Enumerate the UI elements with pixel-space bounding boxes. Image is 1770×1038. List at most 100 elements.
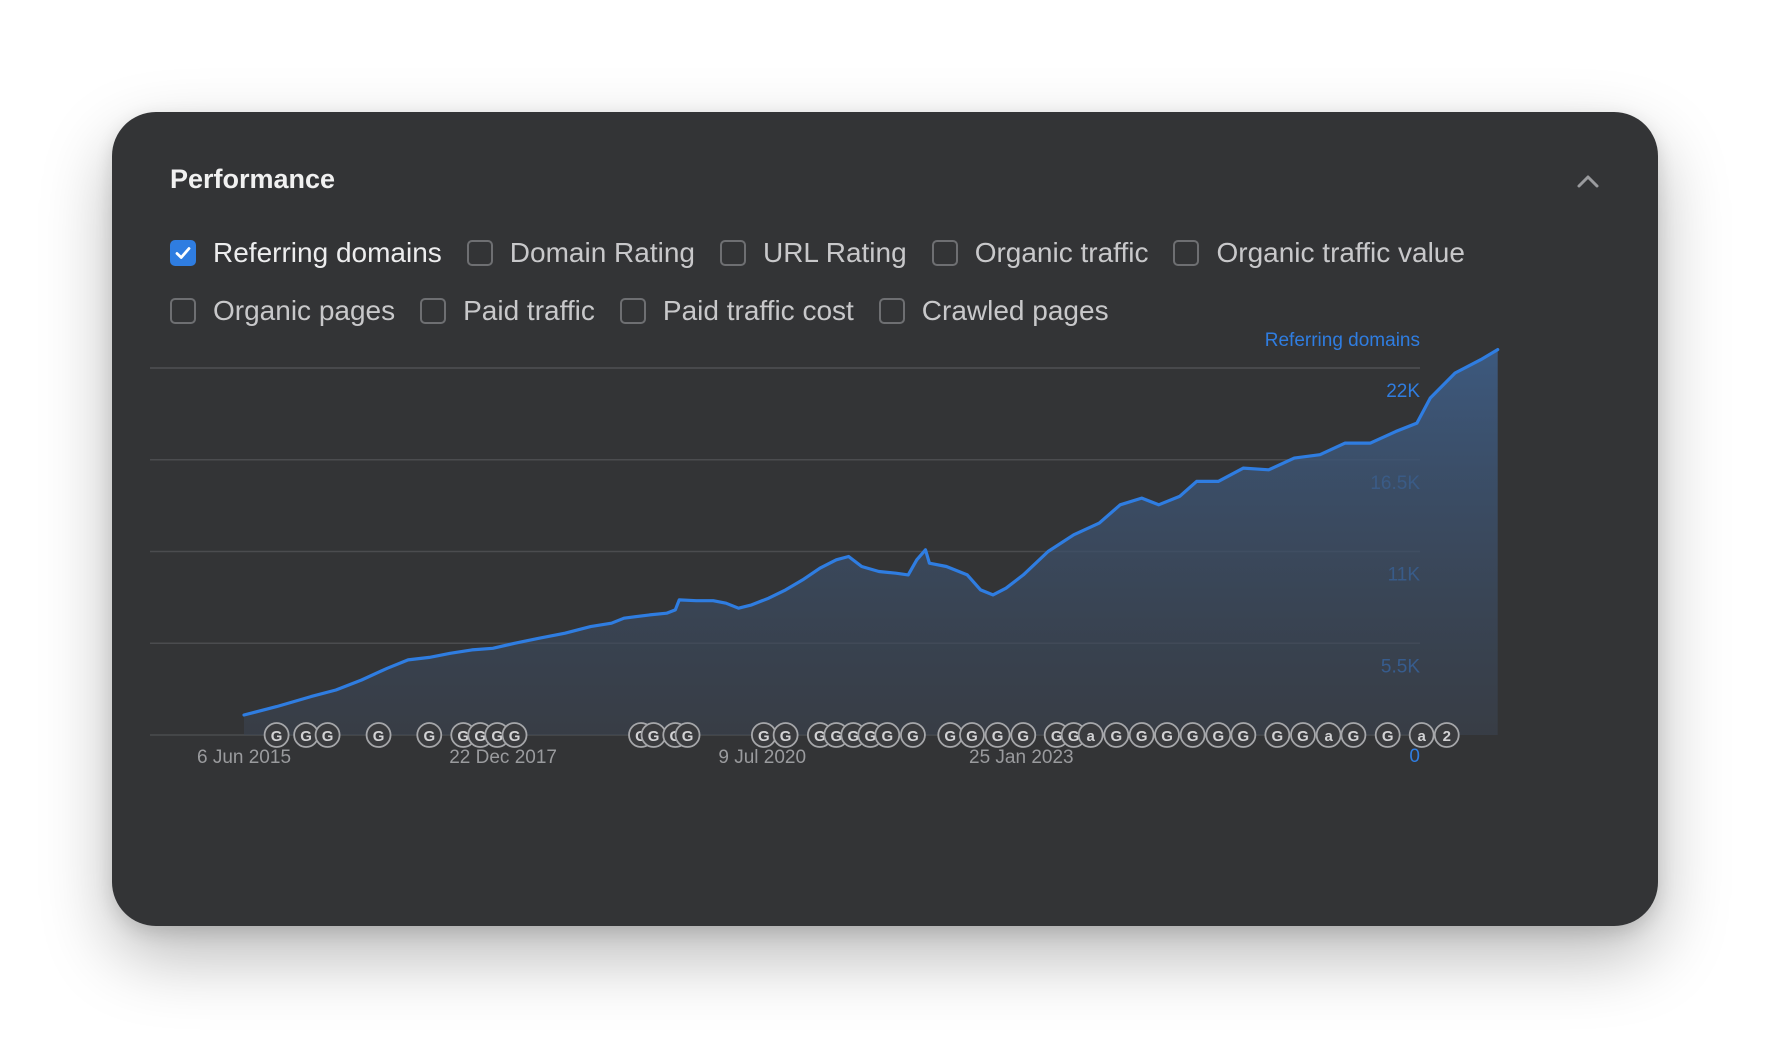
update-marker[interactable]: G (501, 722, 528, 748)
marker-circle (984, 722, 1011, 748)
marker-label: a (1087, 728, 1096, 745)
option-label: Paid traffic (463, 295, 595, 326)
update-marker[interactable]: G (314, 722, 341, 748)
marker-label: G (1272, 728, 1284, 745)
update-marker[interactable]: G (900, 722, 926, 748)
marker-label: G (1297, 728, 1309, 745)
update-marker[interactable]: G (1290, 722, 1316, 748)
checkbox[interactable] (619, 298, 646, 324)
x-tick-label: 25 Jan 2023 (969, 747, 1074, 768)
marker-label: G (966, 728, 978, 745)
update-marker[interactable]: G (263, 722, 290, 748)
checkbox[interactable] (931, 240, 958, 266)
marker-circle (263, 722, 290, 748)
y-tick-label: 0 (1409, 746, 1420, 767)
update-marker[interactable]: G (365, 722, 392, 748)
marker-label: G (1187, 728, 1199, 745)
checkbox[interactable] (170, 298, 196, 324)
update-marker[interactable]: G (1154, 722, 1180, 748)
y-axis-label: Referring domains (1265, 330, 1420, 351)
option-organic-traffic-value[interactable]: Organic traffic value (1173, 237, 1465, 269)
marker-circle (1205, 722, 1232, 748)
marker-label: G (830, 728, 842, 745)
update-marker[interactable]: G (674, 722, 701, 748)
option-url-rating[interactable]: URL Rating (719, 237, 907, 269)
x-tick-label: 9 Jul 2020 (718, 747, 806, 768)
chevron-up-icon (1577, 175, 1599, 188)
update-marker[interactable]: G (1264, 722, 1291, 748)
option-paid-traffic[interactable]: Paid traffic (420, 295, 595, 327)
update-marker[interactable]: G (1205, 722, 1232, 748)
marker-circle (501, 722, 528, 748)
update-marker[interactable]: G (416, 722, 443, 748)
update-marker[interactable]: G (1128, 722, 1155, 748)
option-organic-pages[interactable]: Organic pages (170, 295, 395, 327)
update-marker[interactable]: G (1179, 722, 1206, 748)
checkbox[interactable] (466, 240, 493, 266)
option-referring-domains[interactable]: Referring domains (170, 237, 442, 269)
option-label: Organic traffic value (1216, 237, 1465, 268)
update-marker[interactable]: a (1408, 722, 1435, 748)
marker-label: G (1051, 728, 1063, 745)
update-marker[interactable]: G (1010, 722, 1037, 748)
update-marker[interactable]: G (1374, 722, 1401, 748)
marker-label: G (1161, 728, 1173, 745)
update-marker[interactable]: G (1230, 722, 1257, 748)
checkbox[interactable] (878, 298, 905, 324)
update-marker[interactable]: G (772, 722, 799, 748)
marker-label: G (1068, 728, 1080, 745)
series-area (244, 349, 1498, 735)
marker-label: G (1017, 728, 1029, 745)
performance-card: Performance Referring domains Domain Rati… (112, 112, 1658, 926)
marker-label: G (1238, 728, 1250, 745)
marker-label: G (509, 728, 521, 745)
option-label: Organic pages (213, 295, 396, 326)
card-title: Performance (170, 164, 336, 194)
marker-label: G (648, 728, 660, 745)
update-marker[interactable]: 2 (1433, 722, 1460, 748)
update-marker[interactable]: G (984, 722, 1011, 748)
option-domain-rating[interactable]: Domain Rating (466, 237, 695, 269)
marker-circle (1128, 722, 1155, 748)
marker-label: G (457, 728, 469, 745)
update-marker[interactable]: G (293, 722, 320, 748)
marker-circle (1010, 722, 1037, 748)
checkbox[interactable] (170, 240, 196, 266)
marker-circle (1290, 722, 1316, 748)
marker-circle (1433, 722, 1460, 748)
update-marker[interactable]: G (874, 722, 901, 748)
update-marker[interactable]: G (959, 722, 985, 748)
option-label: Referring domains (213, 237, 442, 268)
marker-label: G (814, 728, 826, 745)
marker-label: G (300, 728, 312, 745)
collapse-button[interactable] (1568, 162, 1608, 202)
update-marker[interactable]: G (750, 722, 777, 748)
checkbox[interactable] (1173, 240, 1200, 266)
marker-label: G (864, 728, 876, 745)
update-marker[interactable]: a (1077, 722, 1104, 748)
marker-label: G (373, 728, 385, 745)
marker-label: G (780, 728, 792, 745)
marker-label: G (1110, 728, 1122, 745)
update-marker[interactable]: a (1315, 722, 1342, 748)
marker-label: G (1212, 728, 1224, 745)
option-organic-traffic[interactable]: Organic traffic (931, 237, 1148, 269)
update-marker[interactable]: G (937, 722, 964, 748)
marker-circle (874, 722, 901, 748)
options-row: Referring domains Domain Rating URL Rating… (170, 236, 1570, 270)
marker-label: G (907, 728, 919, 745)
update-marker[interactable]: G (640, 722, 667, 748)
option-paid-traffic-cost[interactable]: Paid traffic cost (619, 295, 854, 327)
checkbox[interactable] (420, 298, 447, 324)
marker-label: G (682, 728, 694, 745)
marker-circle (314, 722, 341, 748)
option-label: Paid traffic cost (662, 295, 854, 326)
x-tick-label: 6 Jun 2015 (197, 747, 291, 768)
update-marker[interactable]: G (1103, 722, 1130, 748)
option-crawled-pages[interactable]: Crawled pages (878, 295, 1109, 327)
marker-circle (674, 722, 701, 748)
update-marker[interactable]: G (1340, 722, 1367, 748)
checkbox[interactable] (719, 240, 746, 266)
